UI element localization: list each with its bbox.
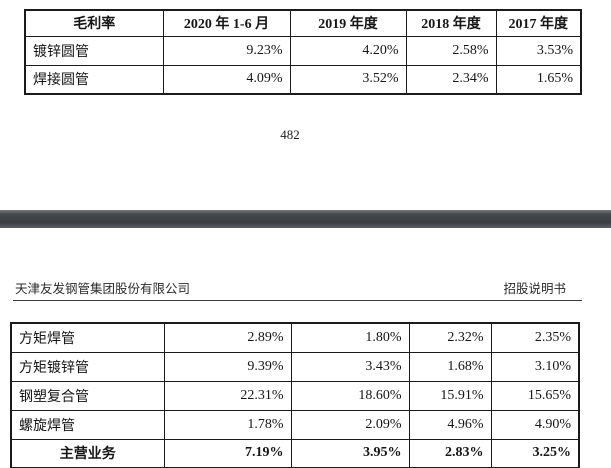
value-cell: 7.19%	[163, 438, 292, 468]
value-cell: 3.43%	[290, 351, 410, 382]
value-cell: 2.34%	[405, 64, 497, 95]
table-row: 螺旋焊管 1.78% 2.09% 4.96% 4.90%	[10, 409, 580, 440]
row-label: 方矩焊管	[10, 322, 165, 353]
value-cell: 2.58%	[405, 35, 497, 66]
value-cell: 4.20%	[289, 35, 407, 66]
value-cell: 9.23%	[162, 35, 291, 66]
table-row: 方矩焊管 2.89% 1.80% 2.32% 2.35%	[10, 322, 580, 353]
table-row: 焊接圆管 4.09% 3.52% 2.34% 1.65%	[24, 64, 582, 95]
row-label: 方矩镀锌管	[10, 351, 165, 382]
value-cell: 3.95%	[290, 438, 410, 468]
value-cell: 2.83%	[408, 438, 492, 468]
value-cell: 2.09%	[290, 409, 410, 440]
col-header-2020h1: 2020 年 1-6 月	[162, 9, 291, 37]
table-row: 镀锌圆管 9.23% 4.20% 2.58% 3.53%	[24, 35, 582, 66]
company-name: 天津友发钢管集团股份有限公司	[15, 282, 191, 296]
col-header-2017: 2017 年度	[495, 9, 582, 37]
page-1: 毛利率 2020 年 1-6 月 2019 年度 2018 年度 2017 年度…	[0, 0, 611, 210]
row-label: 螺旋焊管	[10, 409, 165, 440]
value-cell: 3.25%	[490, 438, 580, 468]
value-cell: 1.80%	[290, 322, 410, 353]
value-cell: 1.78%	[163, 409, 292, 440]
page-header: 天津友发钢管集团股份有限公司 招股说明书	[13, 276, 582, 301]
page-2: 天津友发钢管集团股份有限公司 招股说明书 方矩焊管 2.89% 1.80% 2.32%…	[0, 228, 611, 468]
value-cell: 4.96%	[408, 409, 492, 440]
value-cell: 1.65%	[495, 64, 582, 95]
row-label: 镀锌圆管	[24, 35, 164, 66]
gross-margin-table-continued: 方矩焊管 2.89% 1.80% 2.32% 2.35% 方矩镀锌管 9.39% 3.43% 1…	[10, 322, 580, 468]
table-row: 方矩镀锌管 9.39% 3.43% 1.68% 3.10%	[10, 351, 580, 382]
value-cell: 3.52%	[289, 64, 407, 95]
value-cell: 4.90%	[490, 409, 580, 440]
table-header-row: 毛利率 2020 年 1-6 月 2019 年度 2018 年度 2017 年度	[24, 9, 582, 37]
col-header-2018: 2018 年度	[405, 9, 497, 37]
value-cell: 3.10%	[490, 351, 580, 382]
value-cell: 4.09%	[162, 64, 291, 95]
row-label: 主营业务	[10, 438, 165, 468]
gross-margin-table-top: 毛利率 2020 年 1-6 月 2019 年度 2018 年度 2017 年度…	[24, 9, 582, 95]
value-cell: 3.53%	[495, 35, 582, 66]
page-number: 482	[280, 127, 300, 142]
value-cell: 2.32%	[408, 322, 492, 353]
value-cell: 2.89%	[163, 322, 292, 353]
value-cell: 18.60%	[290, 380, 410, 411]
row-label: 钢塑复合管	[10, 380, 165, 411]
value-cell: 2.35%	[490, 322, 580, 353]
col-header-metric: 毛利率	[24, 9, 164, 37]
row-label: 焊接圆管	[24, 64, 164, 95]
document-type-label: 招股说明书	[503, 282, 566, 296]
total-row: 主营业务 7.19% 3.95% 2.83% 3.25%	[10, 438, 580, 468]
value-cell: 22.31%	[163, 380, 292, 411]
value-cell: 15.91%	[408, 380, 492, 411]
value-cell: 9.39%	[163, 351, 292, 382]
page-break-band	[0, 210, 611, 228]
table-row: 钢塑复合管 22.31% 18.60% 15.91% 15.65%	[10, 380, 580, 411]
col-header-2019: 2019 年度	[289, 9, 407, 37]
value-cell: 1.68%	[408, 351, 492, 382]
value-cell: 15.65%	[490, 380, 580, 411]
